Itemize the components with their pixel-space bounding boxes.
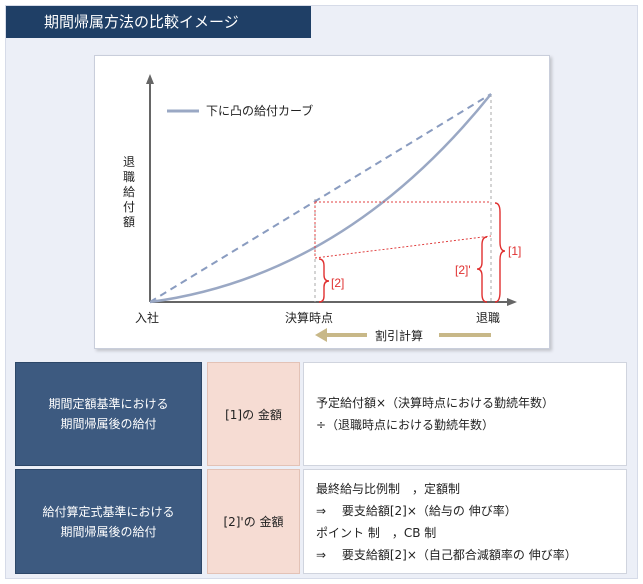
bracket-2-label: [2] [331,276,344,290]
bracket-2prime-label: [2]' [455,263,471,277]
row1-amount-label: [1]の 金額 [225,407,282,422]
benefit-curve-diagram: [2] [2]' [1] 下に凸の給付カーブ 退 職 給 付 額 入社 決算時点… [94,55,550,349]
row2-detail: 最終給与比例制 ，定額制 ⇒ 要支給額[2]×（給与の 伸び率） ポイント 制 … [303,469,627,574]
x-label-end: 退職 [476,311,500,325]
row2-detail-line3: ポイント 制 ，CB 制 [316,525,437,540]
ylabel-char-1: 退 [123,155,135,169]
row2-detail-line4: ⇒ 要支給額[2]×（自己都合減額率の 伸び率） [316,547,577,562]
bracket-1 [494,202,506,303]
row1-detail-line2: ÷（退職時点における勤続年数） [316,418,495,432]
row2-header: 給付算定式基準における 期間帰属後の給付 [15,469,202,574]
row2-detail-line2: ⇒ 要支給額[2]×（給与の 伸び率） [316,503,517,518]
legend-label: 下に凸の給付カーブ [206,103,313,118]
row1-amount: [1]の 金額 [207,362,300,466]
row1-header: 期間定額基準における 期間帰属後の給付 [15,362,202,466]
row1-detail: 予定給付額×（決算時点における勤続年数） ÷（退職時点における勤続年数） [303,362,627,466]
figure-panel: 期間帰属方法の比較イメージ [2] [2]' [1] [5,5,638,579]
x-label-mid: 決算時点 [285,310,333,325]
discount-arrow-head [315,328,327,342]
x-axis-arrowhead [507,298,517,306]
row1-detail-line1: 予定給付額×（決算時点における勤続年数） [316,396,555,410]
dotted-line-2 [314,235,492,259]
diagram-svg: [2] [2]' [1] 下に凸の給付カーブ 退 職 給 付 額 入社 決算時点… [123,74,521,344]
row2-detail-line1: 最終給与比例制 ，定額制 [316,481,461,496]
y-axis-arrowhead [146,74,154,84]
row2-amount-label: [2]'の 金額 [223,515,284,529]
ylabel-char-4: 付 [123,200,135,214]
ylabel-char-3: 給 [123,185,135,199]
discount-label-bg [367,326,439,344]
figure-title: 期間帰属方法の比較イメージ [6,6,311,38]
row2-amount: [2]'の 金額 [207,469,300,574]
ylabel-char-5: 額 [123,215,135,229]
ylabel-char-2: 職 [123,170,135,184]
bracket-2 [318,258,330,303]
comparison-table: 期間定額基準における 期間帰属後の給付 [1]の 金額 予定給付額×（決算時点に… [15,362,631,574]
benefit-curve [149,93,492,304]
row2-header-line2: 期間帰属後の給付 [60,524,157,539]
row1-header-line1: 期間定額基準における [48,397,169,411]
straight-line-attribution [149,93,492,303]
row1-header-line2: 期間帰属後の給付 [60,417,157,431]
row2-header-line1: 給付算定式基準における [42,504,175,519]
discount-label: 割引計算 [375,328,423,343]
x-label-start: 入社 [135,310,159,325]
bracket-2prime [476,236,488,303]
bracket-1-label: [1] [508,244,521,258]
